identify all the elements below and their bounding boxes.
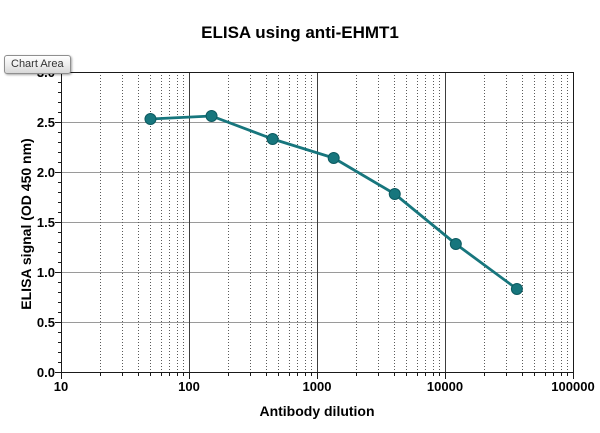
y-tick-label: 2.5 xyxy=(36,115,55,130)
data-point-marker[interactable] xyxy=(144,113,157,125)
y-tick-label: 2.0 xyxy=(36,165,55,180)
data-point-marker[interactable] xyxy=(327,152,340,164)
data-point-marker[interactable] xyxy=(388,188,401,200)
chart-area-tooltip: Chart Area xyxy=(4,55,71,74)
x-axis-title: Antibody dilution xyxy=(259,403,375,419)
y-tick-label: 0.5 xyxy=(36,315,55,330)
data-point-marker[interactable] xyxy=(510,283,523,295)
data-point-marker[interactable] xyxy=(266,133,279,145)
data-point-marker[interactable] xyxy=(449,238,462,250)
y-tick-label: 1.5 xyxy=(36,215,55,230)
plot-border xyxy=(61,72,574,373)
x-tick-label: 100000 xyxy=(551,379,595,394)
x-tick-label: 10 xyxy=(53,379,69,394)
data-point-marker[interactable] xyxy=(205,110,218,122)
y-tick-label: 0.0 xyxy=(36,365,55,380)
series-line[interactable] xyxy=(149,114,519,291)
x-tick-label: 1000 xyxy=(302,379,332,394)
chart-title: ELISA using anti-EHMT1 xyxy=(201,23,399,42)
x-tick-label: 10000 xyxy=(426,379,464,394)
y-tick-label: 1.0 xyxy=(36,265,55,280)
x-tick-label: 100 xyxy=(178,379,200,394)
